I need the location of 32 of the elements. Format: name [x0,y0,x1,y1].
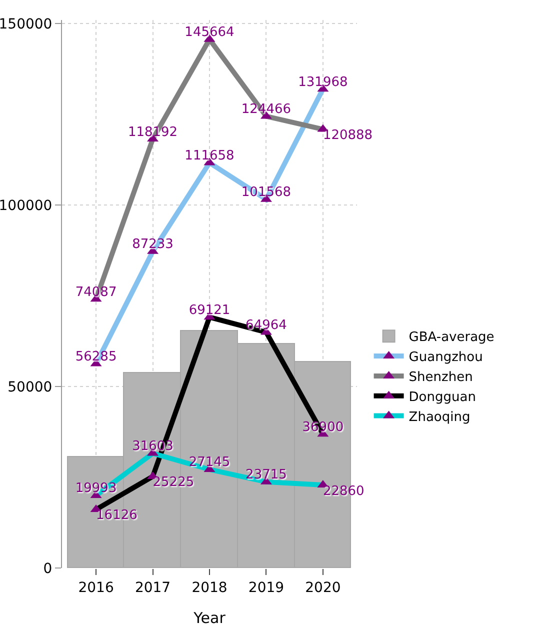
y-tick-label: 100000 [0,198,52,214]
data-label: 69121 [188,302,230,318]
x-tick-label: 2018 [192,580,228,596]
data-label: 16126 [96,508,138,524]
x-tick-label: 2020 [305,580,341,596]
y-tick-label: 150000 [0,16,52,33]
x-axis-title: Year [192,609,226,627]
legend-label: Zhaoqing [408,410,470,425]
data-label: 120888 [322,128,373,144]
data-label: 145664 [184,25,234,40]
y-tick-label: 50000 [8,379,52,396]
data-label: 87233 [132,237,174,252]
legend-label: Guangzhou [408,350,483,366]
data-label: 131968 [298,74,348,90]
data-label: 101568 [241,185,292,200]
data-label: 23715 [246,468,287,483]
legend-label: Dongguan [408,390,476,405]
legend-label: Shenzhen [408,370,473,386]
x-tick-label: 2019 [248,580,284,596]
data-label: 124466 [241,102,292,118]
x-tick-label: 2016 [78,580,114,596]
x-tick-label: 2017 [134,580,171,596]
data-label: 111658 [184,148,234,164]
data-label: 64964 [246,318,287,333]
data-label: 74087 [75,284,117,300]
y-tick-label: 0 [43,560,52,577]
data-label: 25225 [152,475,194,490]
data-label: 27145 [188,455,230,470]
data-label: 118192 [128,124,178,140]
legend-label: GBA-average [408,330,494,346]
data-label: 56285 [75,349,117,364]
data-label: 22860 [322,484,364,499]
